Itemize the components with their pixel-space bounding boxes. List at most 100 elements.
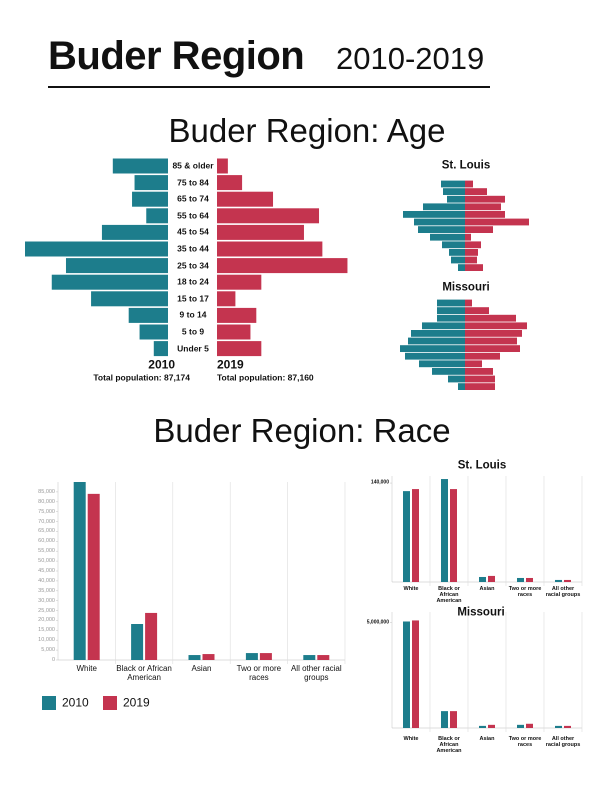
category-label: 9 to 14: [179, 309, 207, 320]
bar: [217, 158, 228, 174]
bar: [423, 203, 465, 211]
y-tick-label: 25,000: [38, 607, 55, 614]
bar: [403, 211, 465, 218]
bar: [449, 249, 465, 256]
bar: [447, 195, 465, 203]
bar: [112, 158, 168, 174]
bar: [411, 330, 465, 337]
bar: [465, 360, 482, 368]
x-tick-label: White: [403, 736, 419, 742]
bar: [465, 375, 495, 383]
bar: [217, 224, 304, 240]
series-label: 2019: [217, 357, 244, 372]
bar: [465, 330, 522, 337]
y-tick-label: 45,000: [38, 567, 55, 574]
bar: [441, 180, 465, 188]
bar: [441, 711, 448, 728]
y-tick-label: 30,000: [38, 597, 55, 604]
bar: [202, 654, 215, 660]
category-label: 25 to 34: [177, 259, 209, 270]
y-tick-label: 0: [51, 656, 55, 663]
x-tick-label: Two or more races: [236, 664, 282, 682]
bar: [73, 482, 86, 660]
bar: [555, 725, 562, 728]
y-tick-label: 35,000: [38, 587, 55, 594]
annotation: Total population: 87,160: [217, 372, 314, 383]
category-label: 18 to 24: [177, 276, 209, 287]
chart-title: St. Louis: [457, 459, 507, 472]
y-tick-label: 65,000: [38, 528, 55, 535]
x-tick-label: Two or more races: [508, 736, 542, 749]
x-tick-label: Black or African American: [436, 736, 462, 755]
bar: [145, 612, 158, 660]
bar: [564, 725, 571, 728]
x-tick-label: White: [76, 664, 97, 673]
bar: [458, 383, 465, 390]
bar: [526, 577, 533, 582]
bar: [412, 620, 419, 728]
bar: [465, 307, 489, 314]
bar: [465, 299, 472, 307]
y-tick-label: 55,000: [38, 548, 55, 555]
bar: [443, 188, 465, 195]
bar: [91, 291, 168, 307]
bar: [465, 203, 501, 211]
bar: [517, 724, 524, 728]
x-tick-label: White: [403, 586, 419, 592]
y-tick-label: 40,000: [38, 577, 55, 584]
bar: [245, 653, 258, 660]
bar: [437, 299, 465, 307]
bar: [465, 256, 477, 264]
category-label: 75 to 84: [177, 176, 209, 187]
bar: [217, 307, 257, 323]
bar: [139, 324, 168, 340]
category-label: Under 5: [177, 342, 209, 353]
y-tick-label: 50,000: [38, 558, 55, 565]
bar: [465, 337, 517, 345]
y-tick-label: 85,000: [38, 488, 55, 495]
bar: [128, 307, 168, 323]
chart-title: Buder Region: Age: [168, 111, 446, 149]
bar: [153, 341, 168, 357]
bar: [217, 341, 262, 357]
bar: [217, 175, 243, 191]
x-tick-label: Asian: [191, 664, 212, 673]
y-tick-label: 140,000: [370, 479, 389, 486]
chart-title: Missouri: [442, 281, 490, 294]
y-tick-label: 75,000: [38, 508, 55, 515]
x-tick-label: Black or African American: [116, 664, 172, 682]
bar: [422, 322, 465, 330]
bar: [403, 621, 410, 728]
bar: [217, 324, 251, 340]
bar: [400, 345, 465, 352]
bar: [25, 241, 168, 257]
bar: [430, 233, 465, 241]
bar: [437, 314, 465, 322]
y-tick-label: 70,000: [38, 518, 55, 525]
bar: [405, 352, 465, 360]
bar: [465, 211, 505, 218]
bar: [259, 653, 272, 660]
x-tick-label: Asian: [479, 736, 495, 742]
y-tick-label: 60,000: [38, 538, 55, 545]
bar: [412, 489, 419, 582]
bar: [414, 218, 465, 226]
bar: [408, 337, 465, 345]
bar: [188, 655, 201, 660]
y-tick-label: 15,000: [38, 627, 55, 634]
bar: [403, 491, 410, 582]
legend-label: 2019: [123, 695, 150, 710]
legend-label: 2010: [62, 695, 89, 710]
bar: [465, 314, 516, 322]
bar: [465, 218, 529, 226]
bar: [450, 711, 457, 728]
bar: [488, 575, 495, 582]
bar: [465, 226, 493, 233]
category-label: 5 to 9: [181, 326, 205, 337]
category-label: 85 & older: [172, 160, 214, 171]
bar: [465, 345, 520, 352]
bar: [131, 624, 144, 660]
page-title: Buder Region: [48, 34, 305, 78]
bar: [465, 264, 483, 271]
bar: [465, 233, 471, 241]
